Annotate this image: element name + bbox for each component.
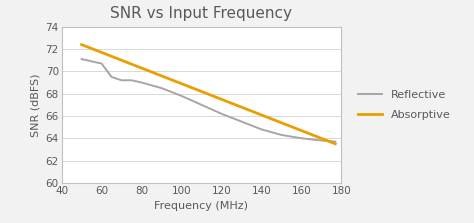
Reflective	[319, 139, 324, 142]
Reflective	[199, 103, 204, 106]
Reflective	[139, 81, 145, 84]
Reflective	[219, 112, 224, 115]
Y-axis label: SNR (dBFS): SNR (dBFS)	[30, 73, 40, 136]
Reflective	[159, 87, 164, 89]
Reflective	[279, 134, 284, 136]
Reflective	[99, 62, 104, 65]
Reflective	[299, 137, 304, 140]
Legend: Reflective, Absorptive: Reflective, Absorptive	[353, 84, 456, 126]
Reflective	[332, 140, 338, 143]
X-axis label: Frequency (MHz): Frequency (MHz)	[155, 201, 248, 211]
Reflective	[109, 76, 114, 78]
Reflective	[258, 128, 264, 131]
Line: Reflective: Reflective	[82, 59, 335, 142]
Reflective	[128, 79, 135, 82]
Reflective	[238, 120, 244, 123]
Reflective	[79, 58, 84, 60]
Reflective	[179, 95, 184, 97]
Title: SNR vs Input Frequency: SNR vs Input Frequency	[110, 6, 292, 21]
Reflective	[118, 79, 124, 82]
